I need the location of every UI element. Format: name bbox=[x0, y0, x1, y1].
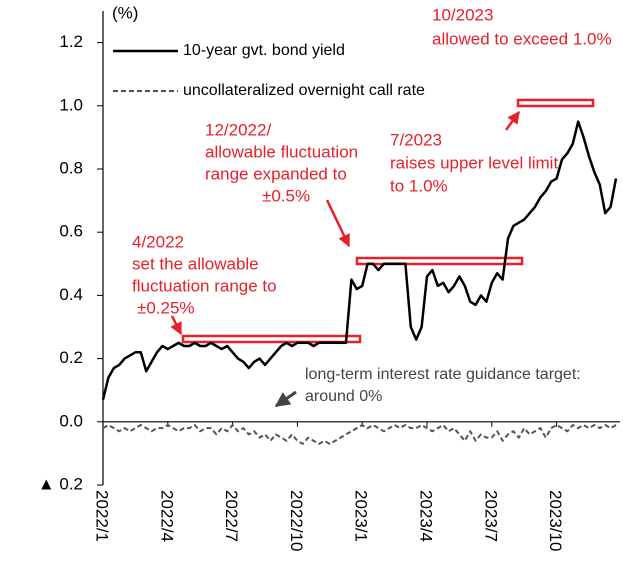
annotation: range expanded to bbox=[205, 164, 347, 183]
x-tick-label: 2023/4 bbox=[417, 490, 436, 542]
annotation: raises upper level limit bbox=[390, 153, 558, 172]
x-tick-label: 2022/4 bbox=[157, 490, 176, 542]
y-tick-label: 0.2 bbox=[59, 348, 83, 367]
series-line bbox=[101, 120, 618, 400]
limit-band bbox=[516, 98, 595, 108]
x-tick-label: 2022/1 bbox=[93, 490, 112, 542]
arrow bbox=[325, 199, 351, 248]
x-tick-label: 2022/7 bbox=[222, 490, 241, 542]
limit-band bbox=[181, 334, 362, 344]
y-tick-label: 1.0 bbox=[59, 95, 83, 114]
x-tick-label: 2023/7 bbox=[481, 490, 500, 542]
annotation: allowed to exceed 1.0% bbox=[432, 29, 612, 48]
annotation: 12/2022/ bbox=[205, 120, 271, 139]
annotation: allowable fluctuation bbox=[205, 142, 358, 161]
annotation: to 1.0% bbox=[390, 176, 448, 195]
annotation: fluctuation range to bbox=[132, 276, 277, 295]
annotation: ±0.25% bbox=[137, 298, 195, 317]
y-tick-label: ▲ 0.2 bbox=[38, 474, 83, 493]
limit-band bbox=[355, 256, 524, 266]
annotation: 4/2022 bbox=[132, 232, 184, 251]
x-tick-label: 2023/1 bbox=[352, 490, 371, 542]
annotation: set the allowable bbox=[132, 254, 259, 273]
legend-label: 10-year gvt. bond yield bbox=[183, 42, 345, 59]
y-tick-label: 0.8 bbox=[59, 158, 83, 177]
arrow bbox=[274, 390, 297, 408]
arrow bbox=[170, 315, 183, 336]
series-line bbox=[102, 424, 617, 445]
annotation: ±0.5% bbox=[262, 186, 310, 205]
y-tick-label: 0.4 bbox=[59, 285, 83, 304]
y-tick-label: 0.6 bbox=[59, 222, 83, 241]
arrow bbox=[504, 110, 521, 131]
x-tick-label: 2022/10 bbox=[287, 490, 306, 551]
y-tick-label: 0.0 bbox=[59, 411, 83, 430]
annotation: 10/2023 bbox=[432, 5, 493, 24]
x-tick-label: 2023/10 bbox=[546, 490, 565, 551]
y-axis-label: (%) bbox=[112, 3, 138, 22]
annotation: around 0% bbox=[305, 388, 382, 405]
annotation: long-term interest rate guidance target: bbox=[305, 366, 581, 383]
annotation: 7/2023 bbox=[390, 130, 442, 149]
legend-label: uncollateralized overnight call rate bbox=[183, 82, 425, 99]
y-tick-label: 1.2 bbox=[59, 32, 83, 51]
